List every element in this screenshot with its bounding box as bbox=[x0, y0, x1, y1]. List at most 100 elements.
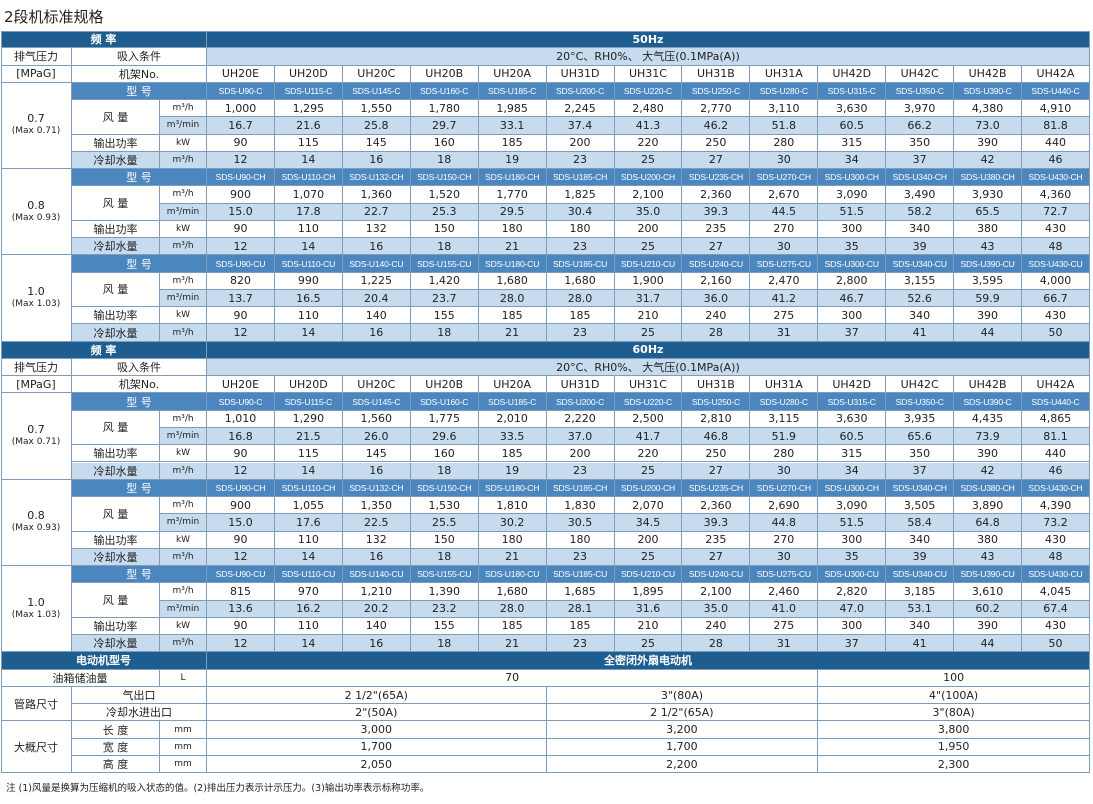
airflow-m3h: 1,985 bbox=[478, 100, 547, 118]
frame: UH42C bbox=[886, 65, 955, 83]
airflow-m3min: 51.5 bbox=[818, 514, 887, 532]
model: SDS-U300-CU bbox=[818, 566, 887, 584]
airflow-m3min: 16.5 bbox=[274, 289, 343, 308]
airflow-m3h: 3,505 bbox=[886, 497, 955, 515]
unit: mm bbox=[160, 721, 207, 739]
model: SDS-U340-CU bbox=[886, 255, 955, 273]
cooling: 21 bbox=[478, 238, 547, 256]
airflow-m3min: 46.2 bbox=[682, 117, 751, 135]
cooling: 44 bbox=[954, 635, 1023, 653]
model: SDS-U250-C bbox=[682, 82, 751, 101]
model-label: 型 号 bbox=[72, 566, 207, 584]
model: SDS-U300-CH bbox=[818, 479, 887, 497]
cooling: 30 bbox=[750, 238, 819, 256]
model: SDS-U240-CU bbox=[682, 255, 751, 273]
pressure-max: (Max 1.03) bbox=[11, 299, 61, 310]
model: SDS-U140-CU bbox=[342, 566, 411, 584]
airflow-m3min: 28.0 bbox=[546, 289, 615, 308]
airflow-m3h: 1,680 bbox=[478, 272, 547, 290]
model: SDS-U150-CH bbox=[410, 169, 479, 187]
power: 340 bbox=[886, 531, 955, 549]
airflow-label: 风 量 bbox=[72, 100, 160, 135]
airflow-m3min: 36.0 bbox=[682, 289, 751, 308]
unit: mm bbox=[160, 755, 207, 774]
airflow-m3min: 31.6 bbox=[614, 600, 683, 618]
airflow-m3h: 990 bbox=[274, 272, 343, 290]
airflow-m3h: 2,245 bbox=[546, 100, 615, 118]
power: 350 bbox=[886, 134, 955, 152]
frame: UH31B bbox=[682, 65, 751, 83]
airflow-m3min: 33.1 bbox=[478, 117, 547, 135]
dimension-value: 1,700 bbox=[546, 738, 819, 756]
model: SDS-U380-CH bbox=[954, 169, 1023, 187]
airflow-m3h: 3,155 bbox=[886, 272, 955, 290]
cooling: 31 bbox=[750, 324, 819, 342]
frame: UH20A bbox=[478, 65, 547, 83]
unit: m³/h bbox=[160, 497, 207, 515]
frame: UH20C bbox=[342, 376, 411, 394]
power: 110 bbox=[274, 617, 343, 636]
pressure: 0.7 bbox=[27, 112, 45, 126]
dimension-label: 宽 度 bbox=[72, 738, 160, 756]
power: 140 bbox=[342, 307, 411, 325]
model-label: 型 号 bbox=[72, 169, 207, 187]
cooling: 12 bbox=[207, 548, 275, 567]
unit: m³/min bbox=[160, 289, 207, 308]
oil-value: 100 bbox=[818, 669, 1090, 687]
cooling: 18 bbox=[410, 324, 479, 342]
airflow-m3min: 23.7 bbox=[410, 289, 479, 308]
airflow-m3min: 58.4 bbox=[886, 514, 955, 532]
power-label: 输出功率 bbox=[72, 445, 160, 463]
airflow-m3h: 1,055 bbox=[274, 497, 343, 515]
airflow-m3h: 1,390 bbox=[410, 583, 479, 601]
oil-value: 70 bbox=[207, 669, 819, 687]
airflow-m3min: 26.0 bbox=[342, 427, 411, 446]
cooling: 14 bbox=[274, 151, 343, 170]
airflow-m3h: 1,550 bbox=[342, 100, 411, 118]
airflow-m3min: 16.2 bbox=[274, 600, 343, 618]
airflow-m3h: 1,680 bbox=[546, 272, 615, 290]
airflow-m3min: 31.7 bbox=[614, 289, 683, 308]
cooling: 16 bbox=[342, 151, 411, 170]
frame: UH20D bbox=[274, 65, 343, 83]
airflow-m3h: 1,210 bbox=[342, 583, 411, 601]
dimension-value: 3,800 bbox=[818, 721, 1090, 739]
power-label: 输出功率 bbox=[72, 307, 160, 325]
model: SDS-U160-C bbox=[410, 393, 479, 411]
power: 160 bbox=[410, 134, 479, 152]
model: SDS-U185-CU bbox=[546, 255, 615, 273]
cooling: 25 bbox=[614, 151, 683, 170]
model: SDS-U155-CU bbox=[410, 255, 479, 273]
airflow-m3h: 900 bbox=[207, 186, 275, 204]
cooling: 37 bbox=[818, 635, 887, 653]
airflow-label: 风 量 bbox=[72, 186, 160, 221]
power: 115 bbox=[274, 134, 343, 152]
airflow-m3min: 23.2 bbox=[410, 600, 479, 618]
airflow-m3h: 1,520 bbox=[410, 186, 479, 204]
power: 430 bbox=[1022, 220, 1090, 239]
frame: UH42A bbox=[1022, 65, 1090, 83]
power: 300 bbox=[818, 307, 887, 325]
model: SDS-U220-C bbox=[614, 82, 683, 101]
model: SDS-U280-C bbox=[750, 82, 819, 101]
power: 270 bbox=[750, 531, 819, 549]
airflow-m3min: 15.0 bbox=[207, 514, 275, 532]
unit: m³/h bbox=[160, 410, 207, 428]
model: SDS-U110-CH bbox=[274, 479, 343, 497]
airflow-m3h: 1,895 bbox=[614, 583, 683, 601]
airflow-m3h: 1,010 bbox=[207, 410, 275, 428]
airflow-m3h: 3,090 bbox=[818, 186, 887, 204]
model: SDS-U275-CU bbox=[750, 255, 819, 273]
cooling: 12 bbox=[207, 635, 275, 653]
model: SDS-U430-CU bbox=[1022, 255, 1090, 273]
power: 90 bbox=[207, 220, 275, 239]
cooling: 21 bbox=[478, 548, 547, 567]
frame-label: 机架No. bbox=[72, 376, 207, 394]
model: SDS-U140-CU bbox=[342, 255, 411, 273]
model: SDS-U250-C bbox=[682, 393, 751, 411]
unit: m³/h bbox=[160, 324, 207, 342]
airflow-m3min: 65.6 bbox=[886, 427, 955, 446]
cooling: 23 bbox=[546, 324, 615, 342]
power: 350 bbox=[886, 445, 955, 463]
